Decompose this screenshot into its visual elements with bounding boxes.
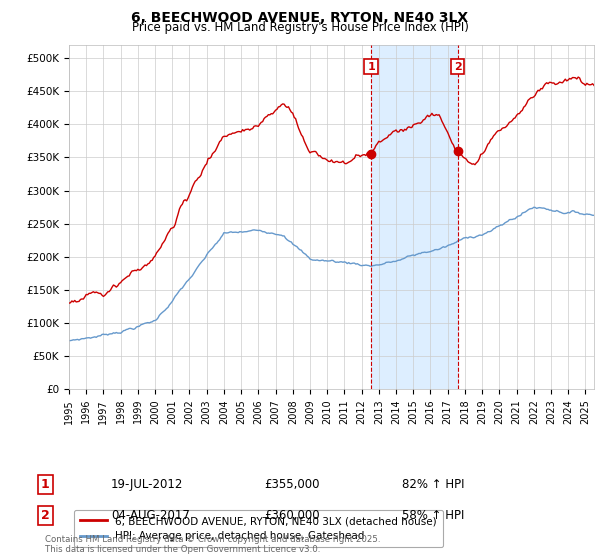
Text: 2: 2 — [41, 508, 49, 522]
Text: 58% ↑ HPI: 58% ↑ HPI — [402, 508, 464, 522]
Text: 1: 1 — [41, 478, 49, 491]
Text: Contains HM Land Registry data © Crown copyright and database right 2025.
This d: Contains HM Land Registry data © Crown c… — [45, 535, 380, 554]
Text: £355,000: £355,000 — [264, 478, 320, 491]
Text: 19-JUL-2012: 19-JUL-2012 — [111, 478, 184, 491]
Text: 6, BEECHWOOD AVENUE, RYTON, NE40 3LX: 6, BEECHWOOD AVENUE, RYTON, NE40 3LX — [131, 11, 469, 25]
Text: 1: 1 — [367, 62, 375, 72]
Bar — [371, 45, 458, 389]
Text: £360,000: £360,000 — [264, 508, 320, 522]
Text: 2: 2 — [454, 62, 462, 72]
Text: 82% ↑ HPI: 82% ↑ HPI — [402, 478, 464, 491]
Legend: 6, BEECHWOOD AVENUE, RYTON, NE40 3LX (detached house), HPI: Average price, detac: 6, BEECHWOOD AVENUE, RYTON, NE40 3LX (de… — [74, 510, 443, 548]
Text: Price paid vs. HM Land Registry's House Price Index (HPI): Price paid vs. HM Land Registry's House … — [131, 21, 469, 34]
Text: 04-AUG-2017: 04-AUG-2017 — [111, 508, 190, 522]
